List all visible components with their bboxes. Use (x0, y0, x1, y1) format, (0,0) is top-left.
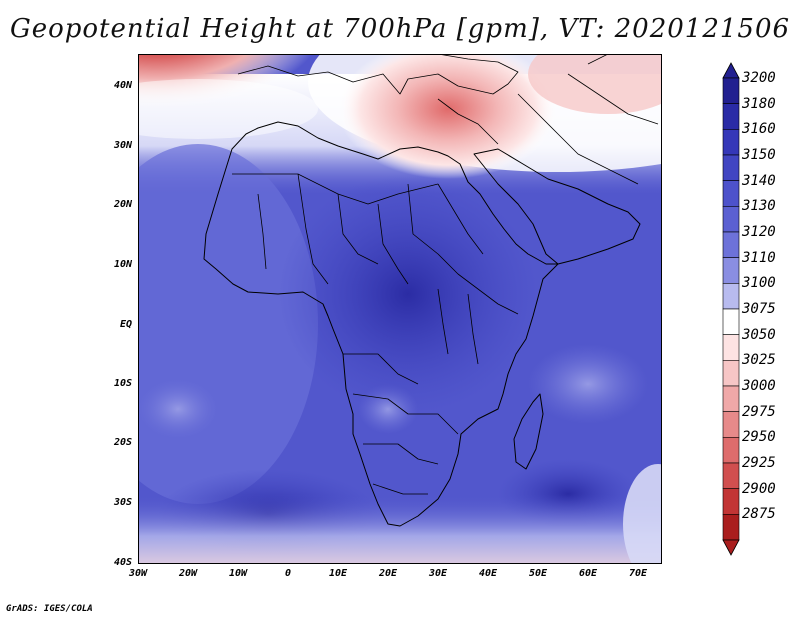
colorbar-swatch (722, 437, 740, 464)
x-tick-label: 10W (228, 568, 248, 579)
y-tick-label: 40S (113, 557, 132, 568)
colorbar-label: 3000 (742, 378, 776, 394)
map-title: Geopotential Height at 700hPa [gpm], VT:… (9, 14, 791, 44)
colorbar-label: 3150 (742, 147, 776, 163)
colorbar-label: 2875 (742, 506, 776, 523)
colorbar-label: 2950 (742, 429, 776, 446)
colorbar-label: 2925 (742, 455, 776, 471)
colorbar-swatch (722, 514, 740, 541)
colorbar-label: 3120 (742, 224, 776, 240)
colorbar-swatch (722, 231, 740, 258)
y-tick-label: 30S (113, 497, 132, 508)
colorbar-swatch (722, 385, 740, 412)
x-tick-label: 30W (128, 568, 148, 579)
x-tick-label: 10E (328, 568, 348, 579)
x-tick-label: 70E (628, 568, 648, 579)
x-tick-label: 20E (378, 568, 398, 579)
colorbar-label: 3100 (742, 275, 776, 292)
y-tick-label: EQ (119, 319, 132, 330)
colorbar-swatch (722, 257, 740, 284)
y-tick-label: 20N (113, 199, 132, 210)
y-tick-label: 40N (113, 80, 132, 91)
y-tick-label: 30N (113, 140, 132, 151)
colorbar-swatch (722, 154, 740, 181)
borders-internal (232, 173, 519, 495)
colorbar-label: 3050 (742, 326, 776, 343)
colorbar-label: 3200 (742, 70, 776, 86)
colorbar-label: 3130 (742, 198, 776, 215)
colorbar-swatch (722, 360, 740, 387)
colorbar-label: 3075 (742, 301, 776, 317)
x-tick-label: 40E (478, 568, 498, 579)
colorbar-swatch (722, 308, 740, 335)
europe-coast (237, 54, 659, 185)
y-tick-label: 10N (113, 259, 132, 270)
colorbar-label: 2900 (742, 480, 776, 497)
colorbar-label: 3110 (742, 249, 776, 266)
x-tick-label: 60E (578, 568, 598, 579)
x-tick-label: 50E (528, 568, 548, 579)
colorbar-swatch (722, 206, 740, 233)
colorbar-upper-arrow (722, 62, 740, 79)
colorbar-swatch (722, 103, 740, 130)
country-borders (203, 54, 659, 527)
colorbar-label: 3025 (742, 352, 776, 369)
colorbar-label: 3140 (742, 172, 776, 189)
height-field (138, 54, 662, 564)
africa-coastline (203, 121, 559, 527)
colorbar-swatch (722, 129, 740, 156)
x-tick-label: 0 (284, 568, 292, 579)
colorbar-swatch (722, 462, 740, 489)
colorbar-label: 2975 (742, 403, 776, 420)
map-plot (138, 54, 662, 564)
colorbar-swatch (722, 411, 740, 438)
colorbar (722, 62, 740, 556)
colorbar-label: 3160 (742, 121, 776, 138)
colorbar-swatch (722, 77, 740, 104)
arabian-peninsula (473, 148, 641, 265)
plot-frame (138, 54, 662, 564)
colorbar-swatch (722, 180, 740, 207)
y-tick-label: 20S (113, 437, 132, 448)
colorbar-swatch (722, 283, 740, 310)
y-tick-label: 10S (113, 378, 132, 389)
colorbar-lower-arrow (722, 539, 740, 556)
colorbar-label: 3180 (742, 95, 776, 112)
colorbar-swatch (722, 488, 740, 515)
x-tick-label: 20W (178, 568, 198, 579)
colorbar-swatch (722, 334, 740, 361)
footer-credit: GrADS: IGES/COLA (6, 604, 93, 614)
x-tick-label: 30E (428, 568, 448, 579)
madagascar (513, 393, 544, 470)
